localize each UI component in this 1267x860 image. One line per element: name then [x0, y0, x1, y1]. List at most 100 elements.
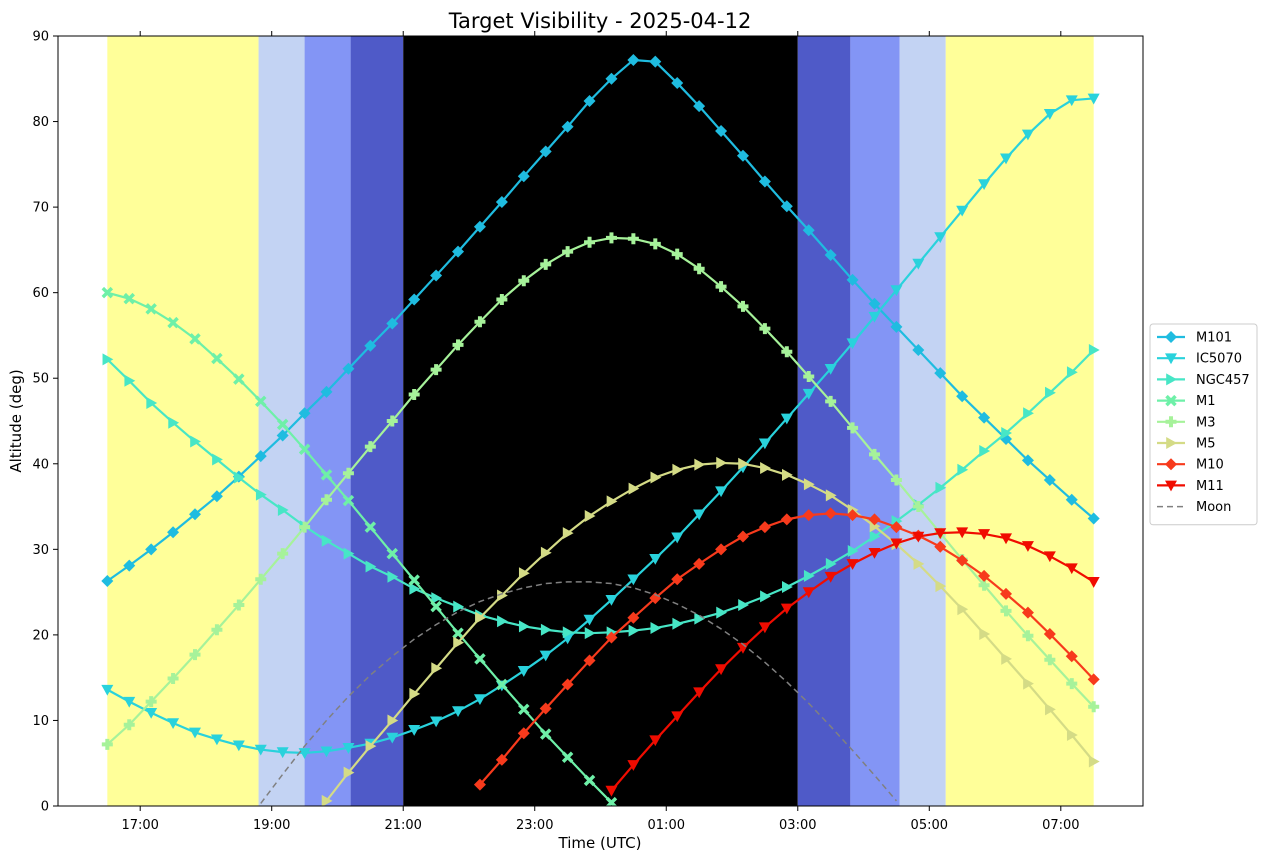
point-m1	[496, 678, 508, 691]
point-m3	[649, 238, 661, 250]
point-m5	[803, 478, 815, 491]
point-m1	[101, 286, 114, 299]
point-m101	[517, 170, 530, 183]
point-m1	[255, 395, 267, 408]
point-m3	[408, 388, 420, 400]
point-m1	[408, 574, 420, 586]
point-m101	[386, 317, 399, 330]
point-ngc457	[694, 612, 706, 625]
point-m3	[299, 521, 311, 533]
point-ngc457	[738, 598, 749, 611]
legend-marker-m10	[1165, 458, 1177, 471]
point-m1	[123, 292, 135, 305]
point-m5	[540, 546, 552, 559]
point-m5	[1088, 755, 1100, 768]
point-m5	[475, 611, 486, 624]
point-ic5070	[539, 650, 552, 662]
point-m3	[671, 248, 683, 260]
point-m10	[649, 592, 662, 605]
point-m101	[473, 220, 486, 233]
point-ngc457	[212, 453, 223, 466]
point-m11	[780, 603, 793, 615]
point-m5	[343, 766, 355, 779]
point-m10	[517, 727, 530, 740]
point-m5	[431, 662, 443, 675]
point-m101	[868, 297, 881, 310]
point-m10	[1087, 673, 1100, 686]
point-ngc457	[431, 592, 443, 605]
point-m101	[320, 385, 333, 398]
point-m10	[824, 507, 837, 520]
legend-label-m5: M5	[1196, 437, 1216, 452]
legend-label-m10: M10	[1196, 458, 1224, 473]
legend-item-ngc457: NGC457	[1157, 373, 1250, 388]
point-m3	[321, 494, 333, 506]
point-ic5070	[210, 734, 223, 746]
legend-marker-m1	[1165, 394, 1177, 407]
point-m5	[935, 580, 947, 593]
point-m10	[758, 521, 771, 534]
band-4	[403, 36, 798, 806]
point-ic5070	[934, 232, 947, 244]
point-ic5070	[342, 743, 355, 754]
point-m5	[913, 557, 925, 570]
x-tick-label: 17:00	[121, 818, 158, 833]
point-m11	[1087, 577, 1100, 588]
point-ic5070	[912, 258, 925, 270]
point-ngc457	[628, 624, 640, 637]
point-ngc457	[1045, 386, 1056, 399]
point-ic5070	[890, 285, 903, 297]
point-m1	[583, 774, 596, 787]
point-m1	[276, 418, 289, 431]
point-ngc457	[146, 397, 158, 410]
point-m101	[254, 450, 267, 463]
point-m3	[1000, 605, 1012, 617]
point-m1	[364, 521, 377, 533]
point-m11	[956, 527, 969, 539]
series-line-ic5070	[106, 97, 1094, 755]
point-m10	[671, 573, 684, 586]
x-tick-label: 01:00	[648, 818, 685, 833]
x-axis-ticks: 17:00 19:00 21:00 23:00 01:00 03:00 05:00 07:00	[121, 31, 1080, 833]
point-m1	[233, 373, 245, 385]
point-m11	[627, 760, 640, 771]
point-m3	[1044, 654, 1056, 666]
point-m3	[518, 275, 530, 287]
point-m3	[101, 738, 113, 750]
point-ngc457	[825, 557, 837, 570]
point-ngc457	[672, 617, 684, 630]
point-m3	[474, 316, 486, 328]
point-m101	[780, 200, 793, 213]
point-ic5070	[320, 746, 333, 758]
point-m5	[321, 794, 333, 806]
point-m10	[890, 521, 903, 534]
point-m3	[584, 236, 596, 248]
point-m5	[650, 471, 662, 484]
point-m3	[737, 300, 749, 312]
plot-lines	[101, 53, 1100, 806]
point-m101	[276, 429, 289, 442]
point-ngc457	[365, 560, 377, 573]
point-ic5070	[145, 707, 158, 719]
point-m5	[1001, 652, 1013, 665]
point-ic5070	[1043, 109, 1056, 120]
point-m1	[474, 653, 486, 665]
legend-label-m1: M1	[1196, 394, 1216, 409]
point-ic5070	[627, 574, 640, 586]
point-ic5070	[583, 614, 596, 626]
point-m10	[495, 753, 508, 766]
point-m3	[693, 263, 705, 275]
point-m10	[539, 702, 552, 715]
point-m101	[167, 526, 180, 539]
point-m10	[956, 554, 969, 567]
chart-title: Target Visibility - 2025-04-12	[448, 9, 752, 33]
point-ic5070	[1021, 129, 1034, 141]
legend-item-m10: M10	[1157, 458, 1224, 473]
legend: M101 IC5070 NGC457 M1 M3 M5 M10 M11 Moon	[1149, 323, 1258, 526]
point-m10	[780, 513, 793, 526]
point-ngc457	[803, 569, 815, 582]
x-axis-label: Time (UTC)	[558, 834, 642, 852]
point-m5	[672, 463, 684, 476]
point-m3	[452, 339, 464, 351]
point-m3	[1066, 678, 1078, 690]
